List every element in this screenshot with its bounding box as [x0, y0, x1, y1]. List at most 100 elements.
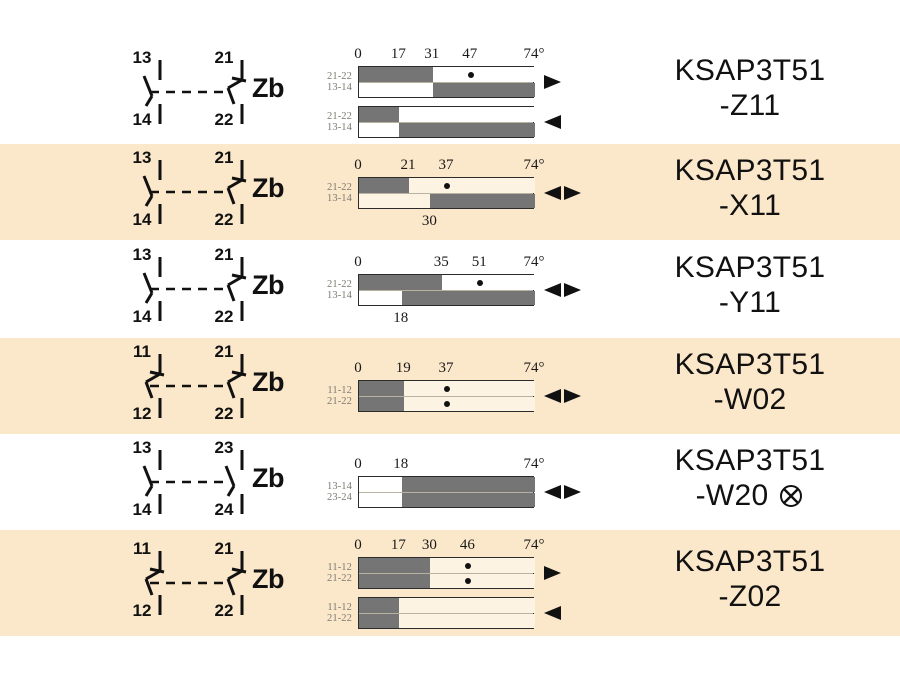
arrow-left-icon	[544, 186, 561, 200]
terminal-label-left-bottom: 12	[132, 601, 152, 620]
state-segment-cream	[359, 194, 431, 208]
state-segment-gray	[359, 381, 405, 396]
contact-schematic: 11 12 21 22	[118, 537, 288, 643]
terminal-label-left-bottom: 14	[132, 307, 152, 326]
scale-tick-label: 74°	[523, 537, 545, 553]
terminal-label-left-top: 13	[132, 245, 152, 264]
contact-id: 13-14	[327, 290, 352, 301]
product-row: 13 14 21 22 Zb 0 35 51 74° 21-22 13-14 18 KSAP3T51 -Y…	[0, 240, 900, 338]
contact-id: 13-14	[327, 480, 352, 492]
terminal-label-right-bottom: 22	[214, 307, 234, 326]
state-bar-line	[359, 275, 535, 290]
part-number: KSAP3T51 -W02	[600, 347, 900, 418]
scale-undertick-label: 18	[393, 310, 409, 326]
state-bar-box	[358, 597, 535, 629]
switch-point-dot	[444, 182, 450, 189]
state-segment-gray	[359, 614, 400, 628]
terminal-label-left-top: 13	[132, 48, 152, 67]
travel-diagram: 0 19 37 74° 11-12 21-22	[300, 338, 600, 434]
travel-direction-arrow	[544, 283, 581, 297]
part-number-line2: -Z02	[718, 580, 782, 614]
terminal-label-right-top: 21	[214, 539, 234, 558]
zb-label: Zb	[252, 73, 285, 103]
zb-label: Zb	[252, 367, 285, 397]
state-bar-line	[359, 107, 535, 122]
state-segment-white	[359, 291, 402, 305]
contact-id: 21-22	[327, 70, 352, 82]
state-segment-cream	[404, 397, 535, 411]
state-bar-line	[359, 67, 535, 82]
contact-id: 23-24	[327, 492, 352, 503]
travel-direction-arrow	[544, 485, 581, 499]
angle-scale: 0 35 51 74°	[300, 254, 600, 276]
state-bar-box	[358, 557, 535, 589]
zb-label: Zb	[252, 270, 285, 300]
arrow-bidirectional-icon	[544, 283, 581, 297]
contact-id: 13-14	[327, 193, 352, 204]
scale-tick-label: 19	[395, 360, 411, 376]
state-bar-line	[359, 122, 535, 137]
scale-tick-label: 30	[421, 537, 437, 553]
scale-tick-label: 37	[438, 360, 454, 376]
state-segment-cream	[408, 178, 535, 193]
contact-id: 21-22	[327, 573, 352, 584]
scale-tick-label: 74°	[523, 254, 545, 270]
scale-tick-label: 46	[459, 537, 475, 553]
state-bar-line	[359, 573, 535, 588]
contact-id: 13-14	[327, 82, 352, 93]
contact-id: 21-22	[327, 181, 352, 193]
state-segment-gray	[359, 178, 409, 193]
part-number: KSAP3T51 -X11	[600, 153, 900, 224]
state-segment-gray	[359, 107, 400, 122]
contact-id-labels: 13-14 23-24	[300, 476, 352, 508]
state-bar-line	[359, 492, 535, 507]
state-segment-gray	[399, 123, 535, 137]
part-number-line2: -Y11	[718, 286, 782, 320]
part-number-line1: KSAP3T51	[674, 348, 826, 381]
contact-id: 13-14	[327, 122, 352, 133]
contact-id: 21-22	[327, 613, 352, 624]
contact-id: 11-12	[327, 561, 352, 573]
state-bar-line	[359, 613, 535, 628]
state-bar-line	[359, 178, 535, 193]
arrow-right-icon	[564, 485, 581, 499]
travel-direction-arrow	[544, 606, 561, 620]
switch-point-dot	[465, 578, 472, 584]
part-number-line1: KSAP3T51	[674, 444, 826, 477]
state-segment-gray	[359, 558, 431, 573]
terminal-label-left-bottom: 12	[132, 404, 152, 423]
part-number: KSAP3T51 -Z02	[600, 544, 900, 615]
state-segment-white	[359, 123, 400, 137]
state-segment-cream	[399, 614, 535, 628]
scale-tick-label: 35	[433, 254, 449, 270]
state-bar-line	[359, 381, 535, 396]
contact-schematic: 13 14 21 22	[118, 46, 288, 150]
arrow-bidirectional-icon	[544, 186, 581, 200]
contact-id-labels: 11-12 21-22	[300, 597, 352, 629]
terminal-label-left-bottom: 14	[132, 110, 152, 129]
travel-diagram: 0 35 51 74° 21-22 13-14 18	[300, 240, 600, 338]
arrow-right-icon	[564, 186, 581, 200]
angle-scale: 0 17 31 47 74°	[300, 46, 600, 68]
scale-tick-label: 0	[354, 254, 362, 270]
terminal-label-right-top: 23	[214, 438, 234, 457]
contact-id: 21-22	[327, 396, 352, 407]
scale-tick-label: 74°	[523, 456, 545, 472]
part-number-line2: -W02	[713, 383, 787, 417]
part-number-line1: KSAP3T51	[674, 251, 826, 284]
state-bar-line	[359, 396, 535, 411]
terminal-label-right-top: 21	[214, 148, 234, 167]
scale-tick-label: 0	[354, 157, 362, 173]
terminal-label-right-bottom: 22	[214, 210, 234, 229]
contact-bar-group: 21-22 13-14	[300, 274, 600, 306]
product-row: 11 12 21 22 Zb 0 19 37 74° 11-12 21-22 KSAP3T51 -W02	[0, 338, 900, 434]
switch-point-dot	[467, 71, 474, 78]
state-bar-line	[359, 558, 535, 573]
scale-tick-label: 47	[462, 46, 478, 62]
state-bar-line	[359, 598, 535, 613]
state-segment-cream	[430, 574, 535, 588]
product-row: 11 12 21 22 Zb 0 17 30 46 74° 11-12 21-22 11-12 21-22…	[0, 530, 900, 636]
state-bar-box	[358, 106, 535, 138]
state-bar-box	[358, 380, 535, 412]
contact-id-labels: 21-22 13-14	[300, 274, 352, 306]
